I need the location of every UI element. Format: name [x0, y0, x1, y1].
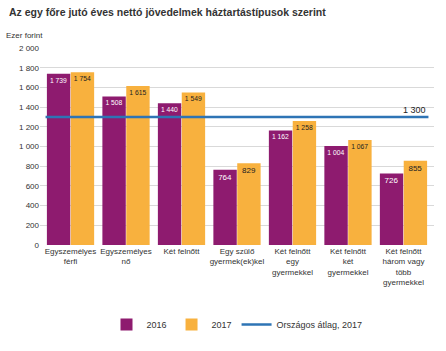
svg-text:0: 0: [35, 241, 40, 250]
svg-text:1 400: 1 400: [19, 103, 40, 112]
svg-text:Két felnőttkétgyermekkel: Két felnőttkétgyermekkel: [328, 247, 369, 277]
svg-text:1 067: 1 067: [351, 143, 368, 150]
svg-text:1 004: 1 004: [327, 149, 344, 156]
svg-text:200: 200: [26, 221, 40, 230]
svg-text:400: 400: [26, 201, 40, 210]
svg-text:1 200: 1 200: [19, 123, 40, 132]
svg-text:1 000: 1 000: [19, 142, 40, 151]
svg-text:1 440: 1 440: [161, 106, 178, 113]
svg-text:Egyszemélyesnő: Egyszemélyesnő: [100, 247, 152, 266]
svg-text:1 600: 1 600: [19, 83, 40, 92]
svg-text:Az egy főre jutó éves nettó jö: Az egy főre jutó éves nettó jövedelmek h…: [9, 6, 326, 18]
svg-text:600: 600: [26, 182, 40, 191]
svg-text:2017: 2017: [212, 320, 232, 330]
svg-text:Két felnőtt: Két felnőtt: [163, 247, 200, 256]
svg-text:726: 726: [385, 176, 399, 185]
svg-text:1 800: 1 800: [19, 63, 40, 72]
svg-text:829: 829: [242, 166, 256, 175]
svg-text:1 508: 1 508: [105, 99, 122, 106]
svg-text:1 739: 1 739: [50, 77, 67, 84]
svg-text:Egyszemélyesférfi: Egyszemélyesférfi: [45, 247, 97, 266]
svg-text:1 615: 1 615: [129, 89, 146, 96]
svg-text:1 258: 1 258: [296, 124, 313, 131]
svg-text:764: 764: [218, 173, 232, 182]
svg-text:1 754: 1 754: [74, 75, 91, 82]
svg-text:1 549: 1 549: [185, 95, 202, 102]
svg-text:Országos átlag, 2017: Országos átlag, 2017: [277, 320, 363, 330]
svg-text:1 162: 1 162: [272, 133, 289, 140]
svg-text:Ezer forint: Ezer forint: [6, 31, 43, 40]
svg-text:Két felnőtthárom vagytöbbgyerm: Két felnőtthárom vagytöbbgyermekkel: [383, 247, 425, 287]
svg-text:855: 855: [408, 164, 422, 173]
svg-text:Két felnőttegygyermekkel: Két felnőttegygyermekkel: [272, 247, 313, 277]
svg-text:Egy szülőgyermek(ek)kel: Egy szülőgyermek(ek)kel: [210, 247, 265, 266]
svg-text:2 000: 2 000: [19, 44, 40, 53]
svg-text:1 300: 1 300: [403, 105, 426, 115]
svg-text:2016: 2016: [147, 320, 167, 330]
svg-text:800: 800: [26, 162, 40, 171]
